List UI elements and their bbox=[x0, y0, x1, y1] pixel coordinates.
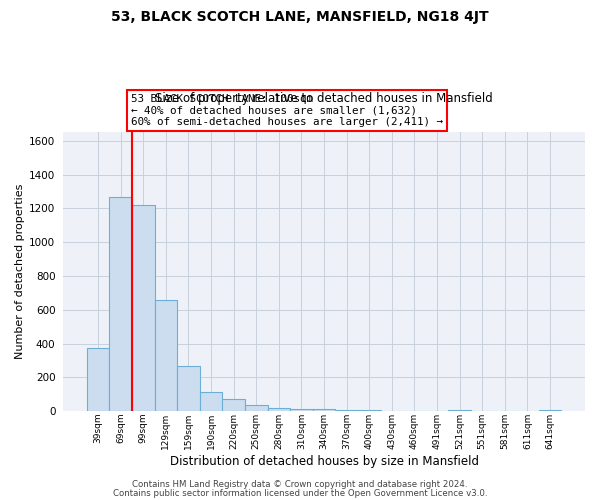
Y-axis label: Number of detached properties: Number of detached properties bbox=[15, 184, 25, 360]
Bar bbox=[177, 366, 200, 411]
Bar bbox=[268, 408, 290, 411]
Bar bbox=[290, 408, 313, 411]
Text: 53 BLACK SCOTCH LANE: 100sqm
← 40% of detached houses are smaller (1,632)
60% of: 53 BLACK SCOTCH LANE: 100sqm ← 40% of de… bbox=[131, 94, 443, 127]
Bar bbox=[358, 410, 380, 411]
Bar bbox=[223, 398, 245, 411]
Text: 53, BLACK SCOTCH LANE, MANSFIELD, NG18 4JT: 53, BLACK SCOTCH LANE, MANSFIELD, NG18 4… bbox=[111, 10, 489, 24]
Bar bbox=[539, 410, 561, 411]
Bar bbox=[132, 205, 155, 411]
Text: Contains public sector information licensed under the Open Government Licence v3: Contains public sector information licen… bbox=[113, 488, 487, 498]
Bar bbox=[109, 198, 132, 411]
Bar bbox=[335, 410, 358, 411]
Text: Contains HM Land Registry data © Crown copyright and database right 2024.: Contains HM Land Registry data © Crown c… bbox=[132, 480, 468, 489]
X-axis label: Distribution of detached houses by size in Mansfield: Distribution of detached houses by size … bbox=[170, 454, 479, 468]
Bar bbox=[313, 410, 335, 411]
Bar bbox=[87, 348, 109, 411]
Bar bbox=[200, 392, 223, 411]
Title: Size of property relative to detached houses in Mansfield: Size of property relative to detached ho… bbox=[155, 92, 493, 105]
Bar bbox=[448, 410, 471, 411]
Bar bbox=[155, 300, 177, 411]
Bar bbox=[245, 405, 268, 411]
